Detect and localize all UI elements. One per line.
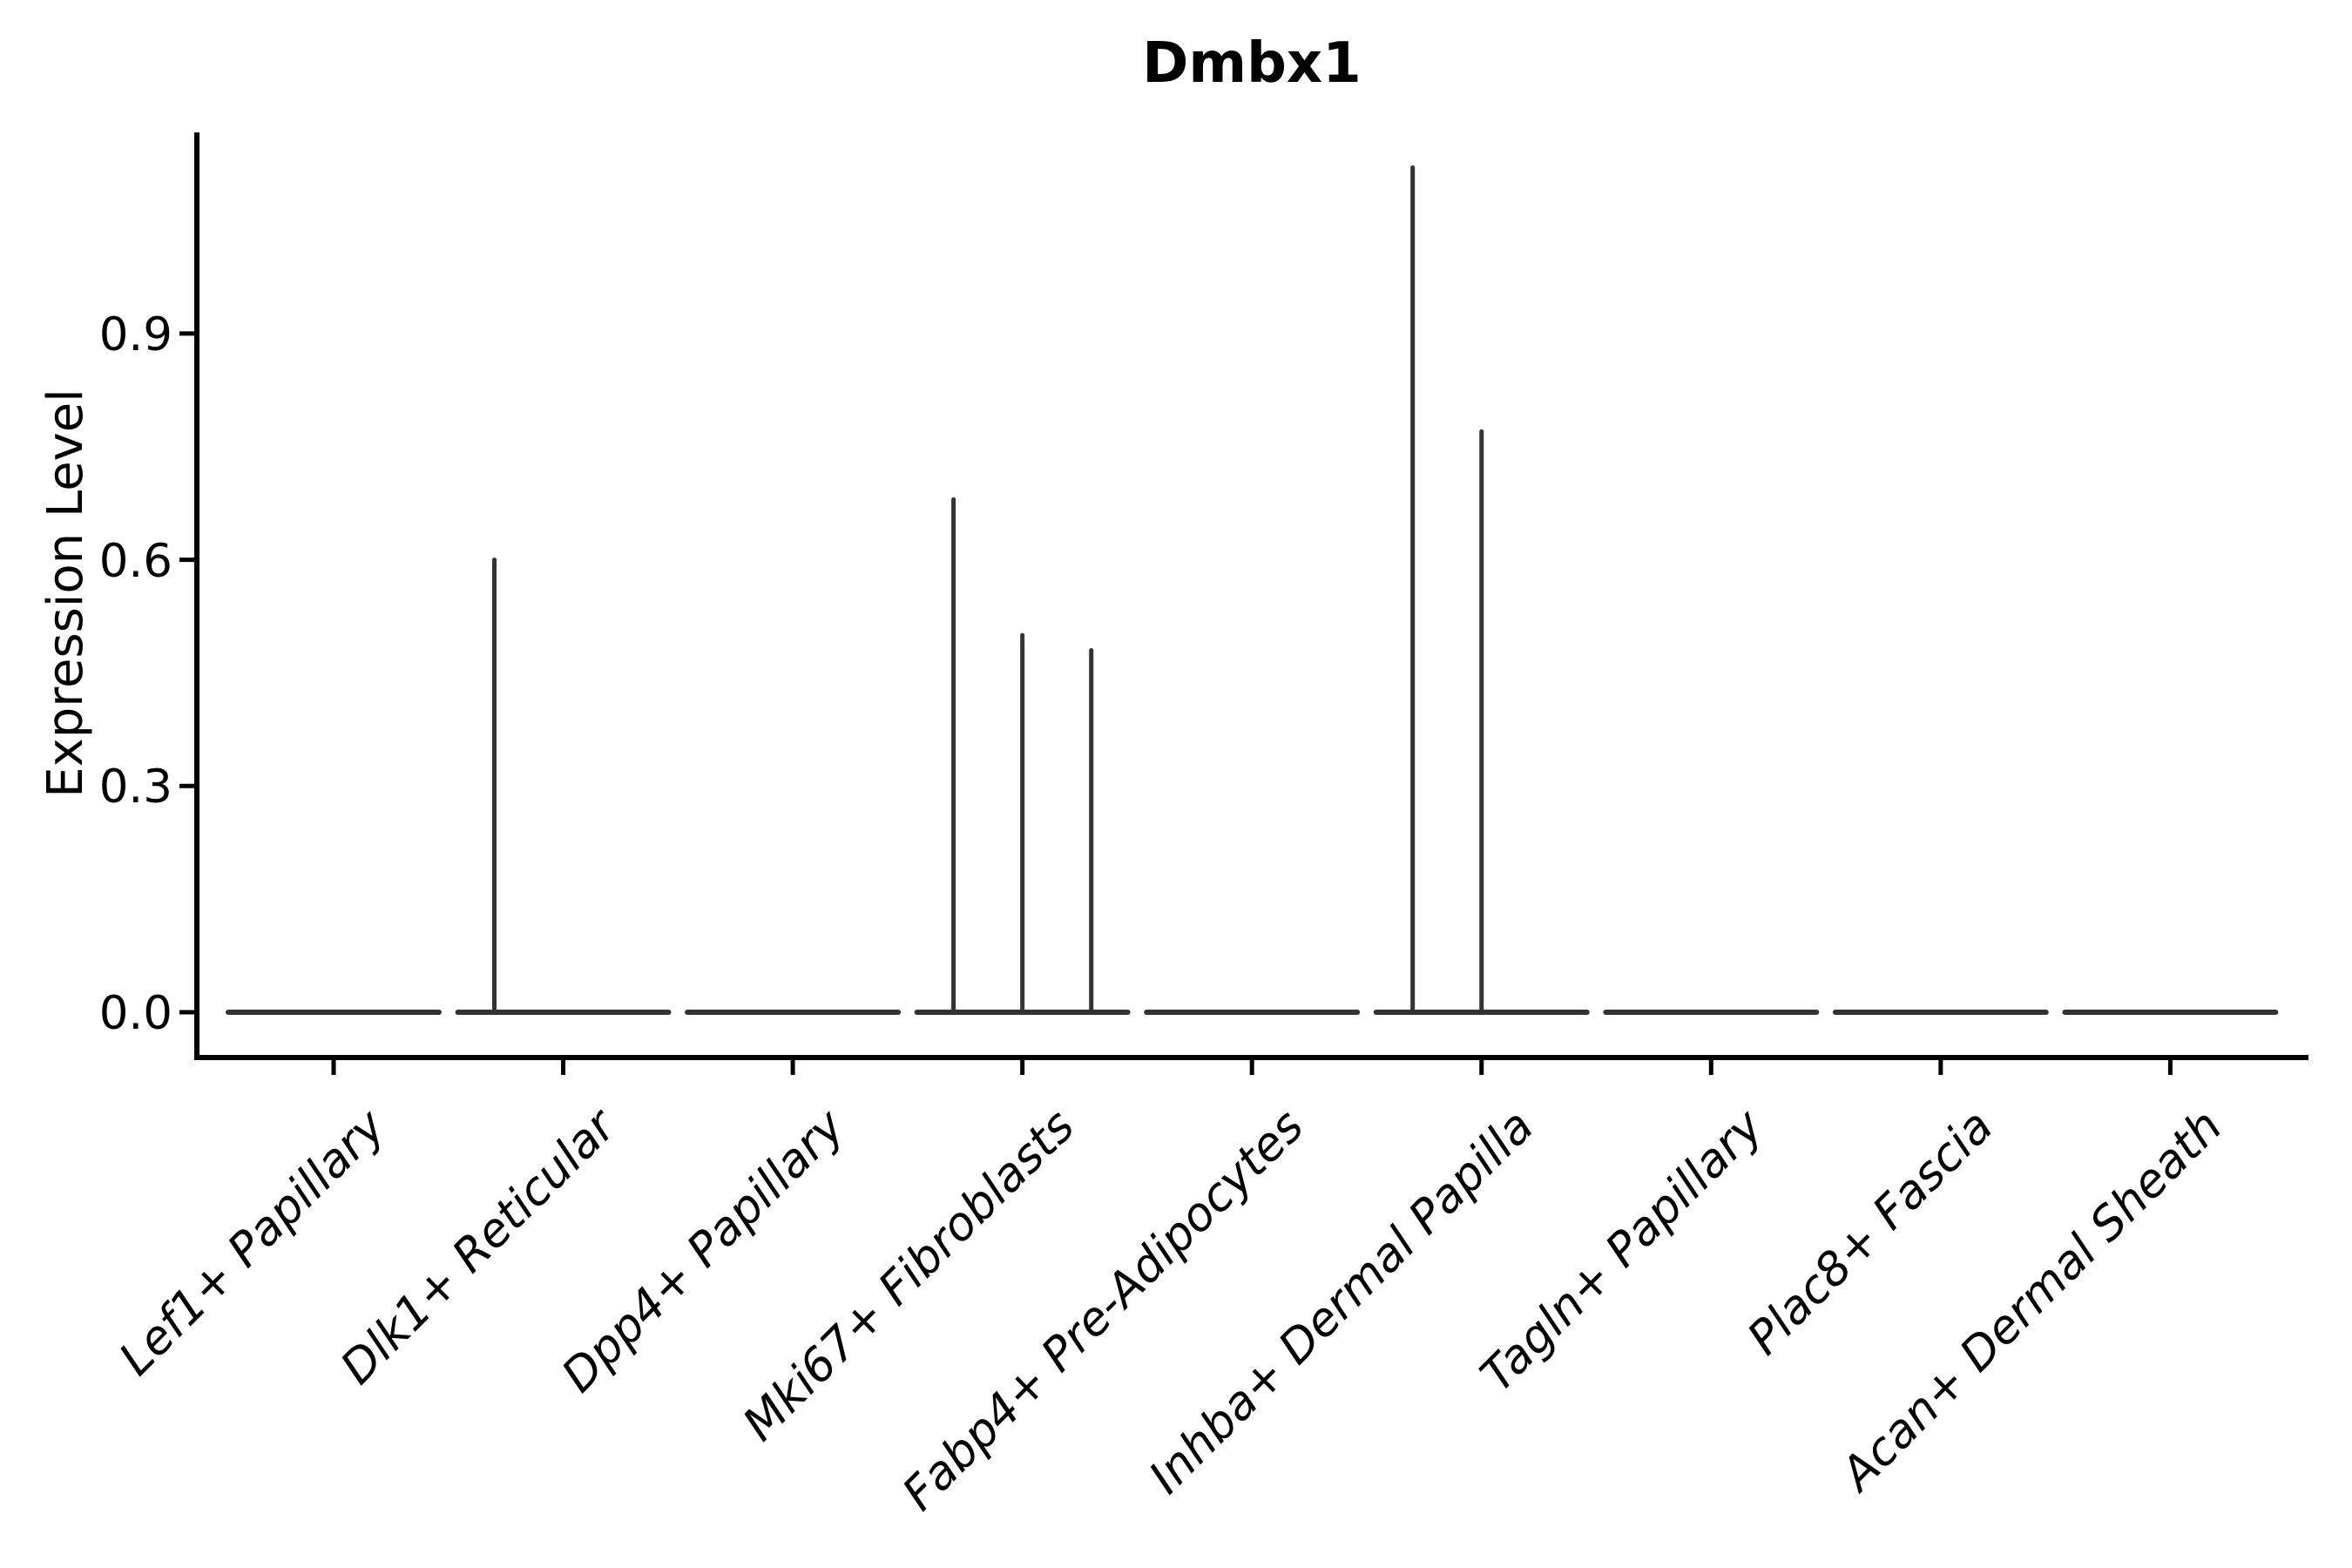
y-tick-label: 0.9 (98, 308, 172, 362)
y-tick-label: 0.3 (98, 760, 172, 814)
chart-title: Dmbx1 (1142, 31, 1362, 96)
y-tick-label: 0.6 (98, 534, 172, 588)
y-tick-label: 0.0 (98, 986, 172, 1040)
y-axis-label: Expression Level (37, 389, 95, 798)
